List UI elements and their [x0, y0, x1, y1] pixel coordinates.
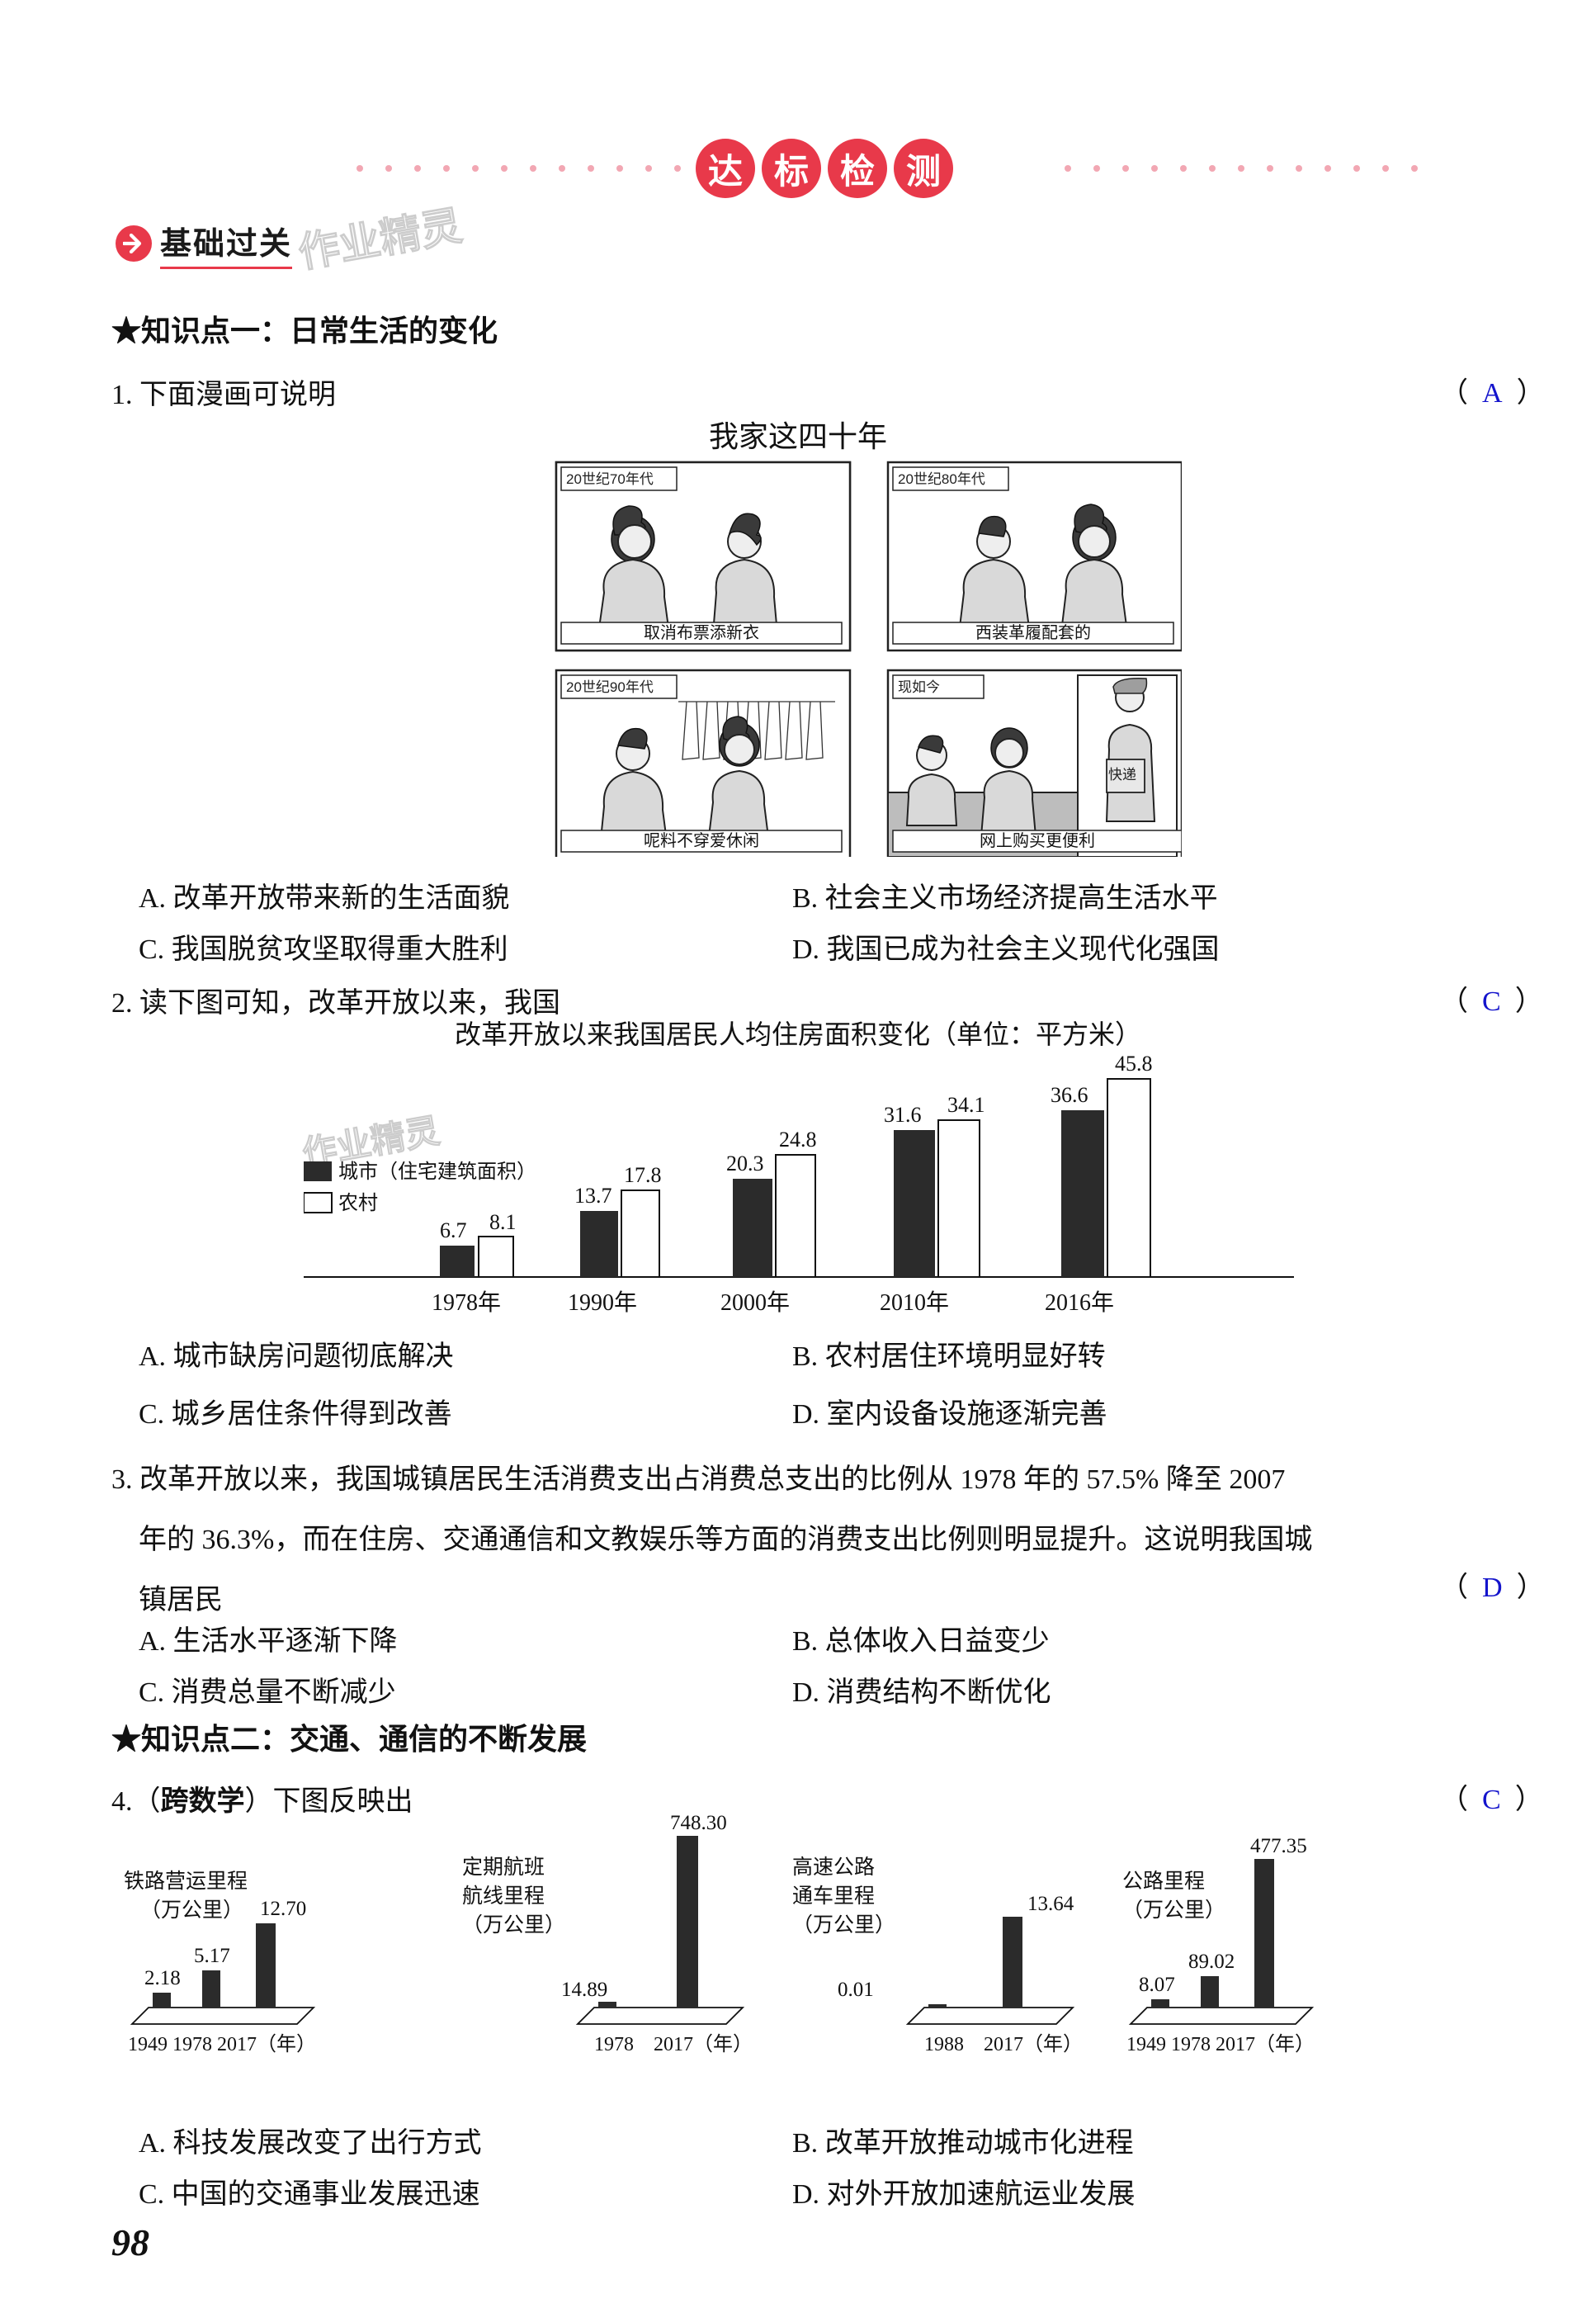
svg-text:6.7: 6.7 [440, 1218, 467, 1242]
svg-text:通车里程: 通车里程 [792, 1885, 875, 1908]
svg-text:呢料不穿爱休闲: 呢料不穿爱休闲 [644, 831, 759, 850]
svg-text:748.30: 748.30 [670, 1812, 727, 1834]
svg-text:2010年: 2010年 [880, 1289, 949, 1316]
svg-text:13.64: 13.64 [1027, 1893, 1074, 1915]
svg-text:现如今: 现如今 [898, 679, 940, 695]
svg-text:航线里程: 航线里程 [462, 1885, 545, 1908]
svg-text:城市（住宅建筑面积）: 城市（住宅建筑面积） [338, 1161, 536, 1183]
svg-text:1949 1978 2017（年）: 1949 1978 2017（年） [128, 2033, 316, 2055]
svg-text:网上购买更便利: 网上购买更便利 [980, 831, 1095, 850]
svg-text:45.8: 45.8 [1115, 1052, 1153, 1076]
svg-text:14.89: 14.89 [561, 1979, 607, 2001]
svg-text:12.70: 12.70 [260, 1898, 306, 1920]
svg-text:0.01: 0.01 [838, 1979, 874, 2001]
svg-text:1978 2017（年）: 1978 2017（年） [594, 2033, 753, 2055]
svg-text:20世纪90年代: 20世纪90年代 [566, 679, 654, 695]
svg-text:1990年: 1990年 [568, 1289, 637, 1316]
svg-text:20.3: 20.3 [726, 1152, 764, 1175]
svg-text:8.1: 8.1 [489, 1210, 517, 1234]
svg-text:2.18: 2.18 [144, 1967, 181, 1989]
svg-text:高速公路: 高速公路 [792, 1856, 875, 1879]
svg-text:西装革履配套的: 西装革履配套的 [975, 623, 1091, 642]
svg-text:20世纪70年代: 20世纪70年代 [566, 471, 654, 487]
svg-text:17.8: 17.8 [624, 1163, 662, 1187]
svg-text:20世纪80年代: 20世纪80年代 [898, 471, 985, 487]
svg-text:快递: 快递 [1108, 767, 1136, 783]
svg-text:2016年: 2016年 [1045, 1289, 1114, 1316]
svg-text:1988 2017（年）: 1988 2017（年） [924, 2033, 1083, 2055]
svg-text:公路里程: 公路里程 [1122, 1870, 1205, 1893]
svg-text:1978年: 1978年 [432, 1289, 501, 1316]
svg-text:24.8: 24.8 [779, 1128, 817, 1152]
svg-text:（万公里）: （万公里） [140, 1899, 243, 1922]
svg-text:36.6: 36.6 [1051, 1083, 1088, 1107]
svg-text:5.17: 5.17 [194, 1945, 230, 1967]
svg-text:2000年: 2000年 [720, 1289, 790, 1316]
svg-text:（万公里）: （万公里） [792, 1913, 895, 1937]
svg-text:89.02: 89.02 [1188, 1951, 1235, 1973]
svg-text:13.7: 13.7 [574, 1184, 612, 1208]
svg-text:1949 1978 2017（年）: 1949 1978 2017（年） [1126, 2033, 1315, 2055]
svg-text:（万公里）: （万公里） [1122, 1899, 1225, 1922]
svg-text:农村: 农村 [338, 1192, 378, 1214]
svg-text:34.1: 34.1 [947, 1093, 985, 1117]
svg-text:8.07: 8.07 [1139, 1974, 1175, 1996]
svg-text:（万公里）: （万公里） [462, 1913, 565, 1937]
svg-text:取消布票添新衣: 取消布票添新衣 [644, 623, 759, 642]
svg-text:铁路营运里程: 铁路营运里程 [124, 1870, 248, 1893]
svg-text:477.35: 477.35 [1250, 1835, 1307, 1857]
svg-text:定期航班: 定期航班 [462, 1856, 545, 1879]
svg-text:31.6: 31.6 [884, 1103, 922, 1127]
